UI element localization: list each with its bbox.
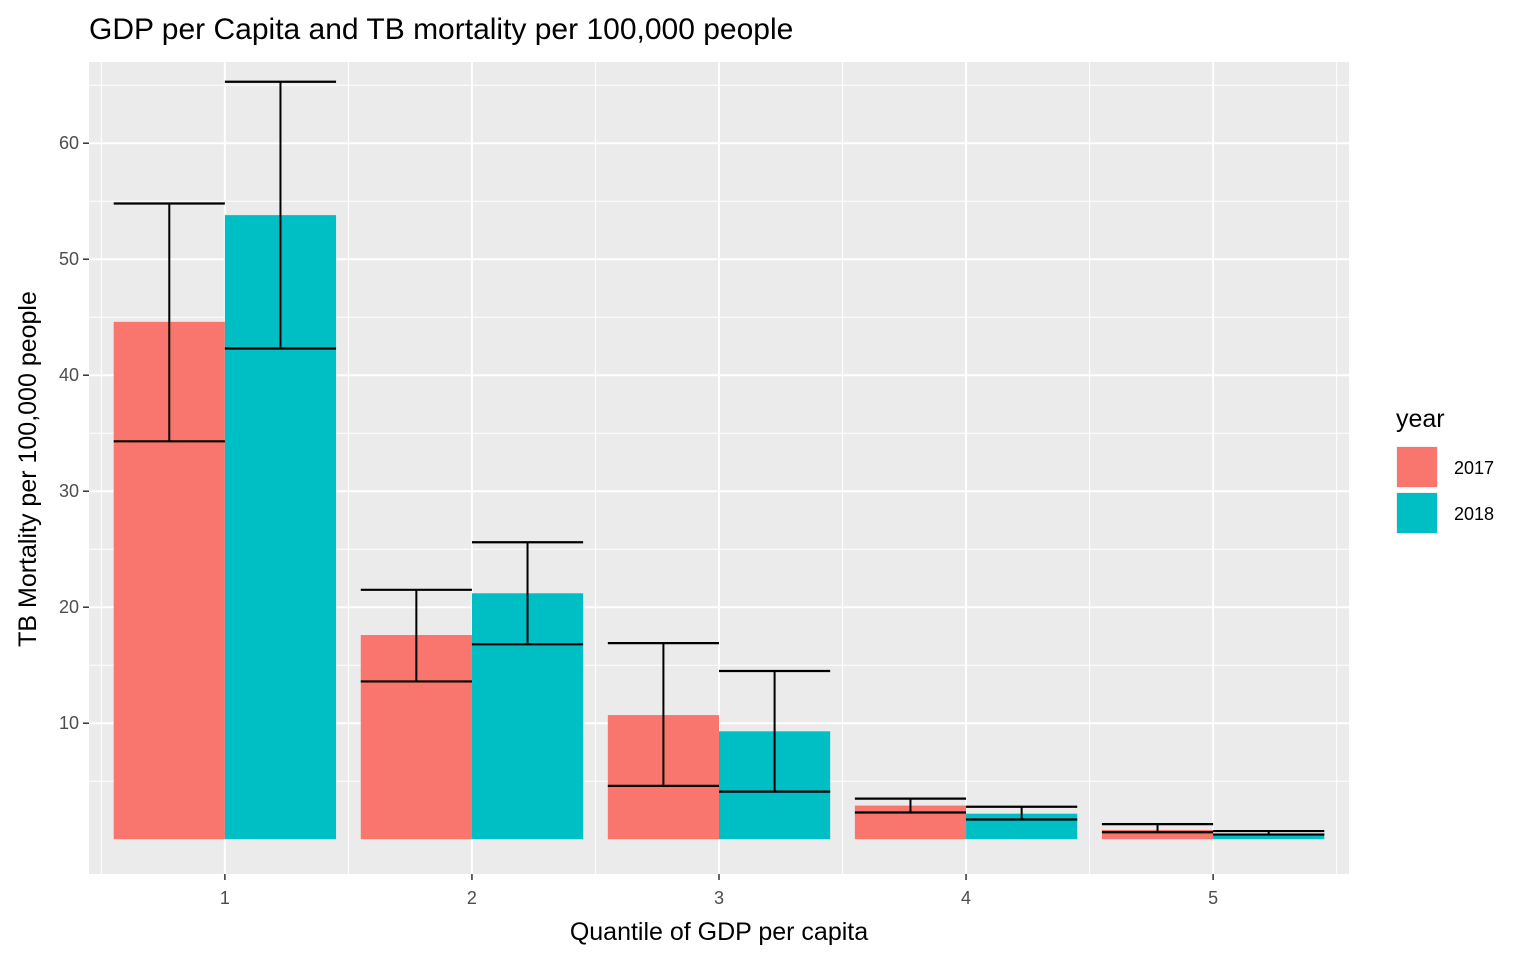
x-axis-title: Quantile of GDP per capita — [570, 918, 868, 946]
error-bar-2018-1 — [224, 80, 337, 350]
legend-title: year — [1396, 405, 1445, 433]
error-bar-2018-2 — [471, 541, 584, 646]
y-tick-label: 30 — [59, 481, 79, 501]
y-tick-label: 50 — [59, 249, 79, 269]
legend-label: 2017 — [1454, 458, 1494, 478]
legend-item-2017: 2017 — [1396, 446, 1494, 488]
legend-label: 2018 — [1454, 504, 1494, 524]
x-tick-label: 4 — [961, 888, 971, 908]
x-axis: 1 2 3 4 5 — [220, 874, 1218, 908]
bar-2017-5 — [1101, 829, 1214, 840]
y-tick-label: 10 — [59, 713, 79, 733]
error-bar-2018-3 — [719, 669, 831, 793]
error-bar-2017-1 — [113, 202, 225, 443]
legend-swatch — [1397, 493, 1437, 533]
error-bar-2017-5 — [1101, 823, 1214, 834]
error-bar-2018-5 — [1213, 829, 1325, 836]
y-axis-title: TB Mortality per 100,000 people — [14, 291, 42, 647]
legend-swatch — [1397, 447, 1437, 487]
x-tick-label: 5 — [1208, 888, 1218, 908]
legend: year 2017 2018 — [1396, 405, 1494, 534]
x-tick-label: 2 — [467, 888, 477, 908]
legend-item-2018: 2018 — [1396, 492, 1494, 534]
error-bars — [113, 80, 1325, 836]
error-bar-2017-4 — [854, 797, 967, 814]
error-bar-2017-3 — [607, 642, 719, 787]
bar-2018-5 — [1213, 833, 1325, 840]
y-axis: 10 20 30 40 50 60 — [59, 133, 89, 733]
x-tick-label: 1 — [220, 888, 230, 908]
chart-title: GDP per Capita and TB mortality per 100,… — [89, 13, 793, 46]
y-tick-label: 20 — [59, 597, 79, 617]
x-tick-label: 3 — [714, 888, 724, 908]
y-tick-label: 60 — [59, 133, 79, 153]
y-tick-label: 40 — [59, 365, 79, 385]
error-bar-2017-2 — [360, 588, 472, 683]
error-bar-2018-4 — [966, 805, 1078, 821]
